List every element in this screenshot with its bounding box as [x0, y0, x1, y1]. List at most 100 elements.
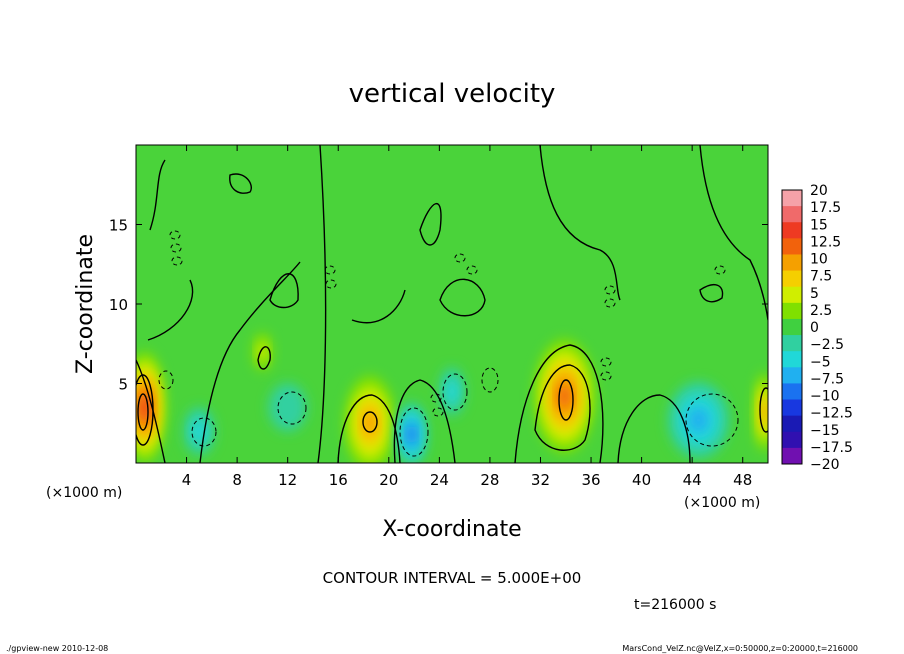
contour-line — [534, 364, 591, 451]
x-tick-label: 24 — [430, 471, 449, 489]
colorbar-swatch — [782, 302, 802, 320]
chart-title: vertical velocity — [349, 79, 556, 109]
contour-line — [685, 393, 739, 447]
contour-line — [617, 394, 691, 463]
feature-blob — [141, 398, 149, 417]
colorbar-label: 7.5 — [810, 269, 832, 285]
contour-line — [317, 145, 327, 463]
contour-line — [442, 373, 468, 411]
colorbar-swatch — [782, 254, 802, 272]
contour-line — [169, 230, 181, 240]
colorbar-label: −12.5 — [810, 406, 853, 422]
contour-line — [149, 159, 166, 231]
contour-line — [324, 265, 336, 275]
colorbar-label: −10 — [810, 389, 840, 405]
contour-line — [604, 298, 616, 308]
colorbar-swatch — [782, 206, 802, 223]
colorbar-swatch — [782, 318, 802, 336]
x-tick-label: 28 — [480, 471, 499, 489]
colorbar-label: 20 — [810, 183, 828, 199]
colorbar-label: −17.5 — [810, 440, 853, 456]
feature-blob — [268, 383, 307, 432]
contour-line — [699, 145, 768, 321]
contour-line — [699, 284, 724, 303]
x-tick-label: 32 — [531, 471, 550, 489]
contour-line — [399, 407, 429, 457]
colorbar-swatch — [782, 335, 802, 352]
contour-line — [430, 393, 442, 403]
colorbar-swatch — [782, 399, 802, 417]
x-tick-label: 44 — [683, 471, 702, 489]
contour-line — [419, 203, 442, 246]
colorbar-swatch — [782, 447, 802, 465]
contour-line — [432, 407, 444, 417]
contour-line — [600, 371, 612, 381]
contour-line — [454, 253, 466, 263]
contour-line — [466, 265, 478, 275]
colorbar-label: −15 — [810, 423, 840, 439]
x-axis: 4 8 12 16 20 24 28 32 36 40 44 48 — [182, 145, 752, 489]
contour-line — [199, 261, 301, 463]
y-tick-label: 15 — [109, 217, 128, 235]
colorbar-label: 2.5 — [810, 303, 832, 319]
feature-blob — [407, 426, 416, 443]
contour-line — [137, 393, 149, 431]
x-axis-label: X-coordinate — [382, 517, 521, 542]
feature-blob — [761, 402, 767, 423]
x-tick-label: 40 — [632, 471, 651, 489]
colorbar-label: 10 — [810, 252, 828, 268]
contour-line — [269, 273, 299, 309]
contour-line — [539, 145, 621, 301]
contour-line — [481, 367, 499, 393]
colorbar-swatch — [782, 367, 802, 384]
feature-blob — [558, 384, 571, 408]
colorbar-swatch — [782, 270, 802, 288]
x-unit-left: (×1000 m) — [46, 485, 122, 501]
colorbar-swatch — [782, 383, 802, 401]
contour-line — [191, 417, 217, 447]
x-tick-label: 12 — [278, 471, 297, 489]
contour-line — [604, 285, 616, 295]
contour-lines — [136, 145, 768, 463]
colorbar-swatch — [782, 431, 802, 449]
colorbar-swatch — [782, 222, 802, 239]
footer-left: ./gpview-new 2010-12-08 — [6, 644, 108, 653]
colorbar-swatch — [782, 190, 802, 207]
colorbar-swatch — [782, 415, 802, 433]
colorbar-label: 0 — [810, 320, 819, 336]
x-tick-label: 36 — [581, 471, 600, 489]
colorbar-label: 12.5 — [810, 234, 841, 250]
contour-line — [171, 256, 183, 266]
time-label: t=216000 s — [634, 597, 716, 613]
colorbar-label: 15 — [810, 217, 828, 233]
footer-right: MarsCond_VelZ.nc@VelZ,x=0:50000,z=0:2000… — [622, 644, 858, 653]
contour-line — [439, 278, 486, 317]
x-tick-label: 8 — [232, 471, 242, 489]
colorbar-label: −7.5 — [810, 371, 844, 387]
contour-line — [277, 391, 307, 425]
feature-blob — [363, 411, 377, 436]
colorbar-label: −20 — [810, 457, 840, 473]
contour-line — [257, 346, 271, 370]
contour-interval: CONTOUR INTERVAL = 5.000E+00 — [323, 569, 582, 587]
x-tick-label: 48 — [733, 471, 752, 489]
x-unit-right: (×1000 m) — [684, 495, 760, 511]
contour-line — [136, 359, 166, 463]
contour-line — [147, 279, 194, 341]
contour-line — [136, 374, 154, 446]
colorbar-swatch — [782, 238, 802, 255]
colorbar-label: −5 — [810, 354, 831, 370]
colorbar-label: −2.5 — [810, 337, 844, 353]
feature-blob — [445, 379, 459, 404]
contour-line — [362, 411, 378, 433]
y-tick-label: 10 — [109, 296, 128, 314]
contour-line — [393, 379, 456, 463]
contour-line — [714, 265, 726, 275]
contour-line — [229, 173, 252, 194]
contour-line — [337, 394, 401, 463]
colorbar-label: 17.5 — [810, 200, 841, 216]
contour-line — [759, 387, 768, 433]
